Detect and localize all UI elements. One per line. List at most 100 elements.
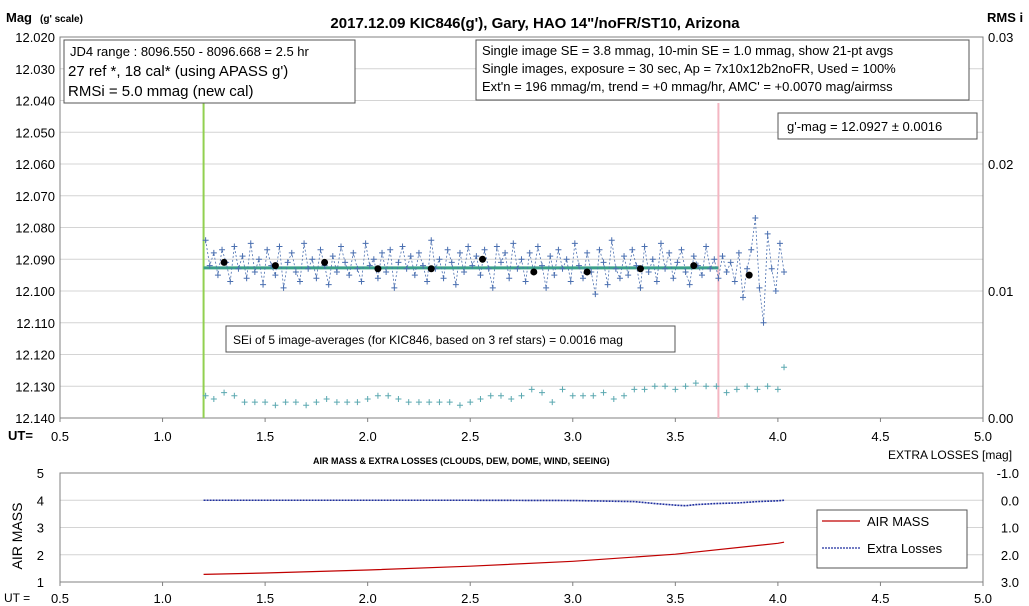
single-image-point — [608, 237, 615, 244]
single-image-point — [493, 243, 500, 250]
single-image-point — [580, 275, 587, 282]
avg-point — [220, 258, 228, 266]
extra-loss-trace-point — [569, 392, 576, 399]
extra-loss-trace-point — [385, 392, 392, 399]
top-y-tick-label: 12.120 — [15, 348, 55, 363]
single-image-point — [428, 237, 435, 244]
single-image-point — [703, 243, 710, 250]
top-y-ticks: 12.020 12.030 12.040 12.050 12.060 12.070 12.0… — [15, 30, 55, 426]
jd-range-text: JD4 range : 8096.550 - 8096.668 = 2.5 hr — [70, 44, 310, 59]
extra-loss-trace-point — [672, 386, 679, 393]
airmass-line — [203, 541, 785, 575]
top-y-tick-label: 12.100 — [15, 284, 55, 299]
extra-loss-trace-point — [713, 383, 720, 390]
single-image-point — [522, 278, 529, 285]
single-image-point — [575, 262, 582, 269]
top-y-tick-label: 12.040 — [15, 94, 55, 109]
bottom-y-tick-label: 4 — [37, 493, 44, 508]
single-image-point — [243, 275, 250, 282]
single-image-point — [415, 249, 422, 256]
extra-loss-trace-point — [662, 383, 669, 390]
extra-loss-trace-point — [333, 399, 340, 406]
extra-loss-trace-point — [354, 399, 361, 406]
top-x-tick-label: 4.0 — [769, 429, 787, 444]
single-image-point — [473, 253, 480, 260]
extra-loss-trace-point — [682, 383, 689, 390]
single-image-point — [686, 281, 693, 288]
chart-title: 2017.12.09 KIC846(g'), Gary, HAO 14"/noF… — [330, 15, 740, 32]
single-image-point — [313, 275, 320, 282]
single-image-point — [682, 268, 689, 275]
single-image-point — [452, 281, 459, 288]
avg-point — [530, 268, 538, 276]
avg-point — [690, 262, 698, 270]
extra-loss-trace-point — [641, 386, 648, 393]
bottom-x-tick-label: 3.0 — [564, 591, 582, 606]
extra-loss-trace-point — [559, 386, 566, 393]
single-image-point — [407, 253, 414, 260]
single-image-point — [752, 214, 759, 221]
single-image-point — [272, 272, 279, 279]
single-image-point — [625, 272, 632, 279]
avg-point — [271, 262, 279, 270]
bottom-y-tick-label: 1 — [37, 575, 44, 590]
extra-loss-trace-point — [251, 399, 258, 406]
extra-loss-trace-point — [692, 380, 699, 387]
single-image-point — [346, 272, 353, 279]
single-image-point — [584, 249, 591, 256]
extra-loss-trace-point — [539, 389, 546, 396]
single-image-point — [354, 265, 361, 272]
top-y2-tick-label: 0.03 — [988, 30, 1013, 45]
single-image-point — [596, 246, 603, 253]
bottom-y2-tick-label: 2.0 — [1001, 548, 1019, 563]
single-image-point — [670, 275, 677, 282]
extra-loss-trace-point — [436, 399, 443, 406]
extra-loss-trace-point — [733, 386, 740, 393]
single-image-point — [292, 268, 299, 275]
bottom-y2-tick-label: 0.0 — [1001, 493, 1019, 508]
single-image-point — [674, 259, 681, 266]
single-image-point — [633, 262, 640, 269]
extra-loss-trace-point — [600, 389, 607, 396]
bottom-chart-title: AIR MASS & EXTRA LOSSES (CLOUDS, DEW, DO… — [313, 456, 610, 466]
legend-extra-losses-label: Extra Losses — [867, 541, 943, 556]
extra-loss-trace-point — [344, 399, 351, 406]
single-image-point — [760, 319, 767, 326]
top-y2-ticks: 0.03 0.02 0.01 0.00 — [988, 30, 1013, 426]
single-image-point — [379, 249, 386, 256]
single-image-point — [731, 278, 738, 285]
jd-info-box — [63, 39, 356, 104]
ref-stars-text: 27 ref *, 18 cal* (using APASS g') — [68, 63, 288, 80]
single-image-point — [641, 243, 648, 250]
single-image-point — [567, 278, 574, 285]
single-image-point — [481, 246, 488, 253]
top-y2-tick-label: 0.00 — [988, 411, 1013, 426]
extra-loss-trace-point — [210, 395, 217, 402]
extra-loss-trace-point — [631, 386, 638, 393]
single-image-point — [317, 246, 324, 253]
bottom-y-tick-label: 5 — [37, 466, 44, 481]
single-image-point — [296, 278, 303, 285]
sei-box — [225, 325, 676, 353]
single-image-point — [280, 284, 287, 291]
extra-loss-trace-point — [456, 402, 463, 409]
single-image-point — [477, 272, 484, 279]
extra-loss-trace-point — [262, 399, 269, 406]
single-image-point — [235, 265, 242, 272]
top-y-tick-label: 12.070 — [15, 189, 55, 204]
top-x-tick-label: 5.0 — [974, 429, 992, 444]
top-plot-area — [59, 36, 984, 419]
se-line-1: Single image SE = 3.8 mmag, 10-min SE = … — [482, 43, 894, 58]
single-image-point — [210, 249, 217, 256]
extra-loss-trace-point — [497, 392, 504, 399]
top-y-tick-label: 12.130 — [15, 379, 55, 394]
single-image-point — [362, 240, 369, 247]
bottom-y2-ticks: -1.0 0.0 1.0 2.0 3.0 — [997, 466, 1019, 590]
single-image-point — [387, 246, 394, 253]
single-image-point — [247, 240, 254, 247]
bottom-x-ticks: 0.5 1.0 1.5 2.0 2.5 3.0 3.5 4.0 4.5 5.0 — [51, 582, 992, 606]
single-image-point — [678, 246, 685, 253]
y-axis-sublabel: (g' scale) — [40, 14, 83, 25]
single-image-point — [399, 243, 406, 250]
